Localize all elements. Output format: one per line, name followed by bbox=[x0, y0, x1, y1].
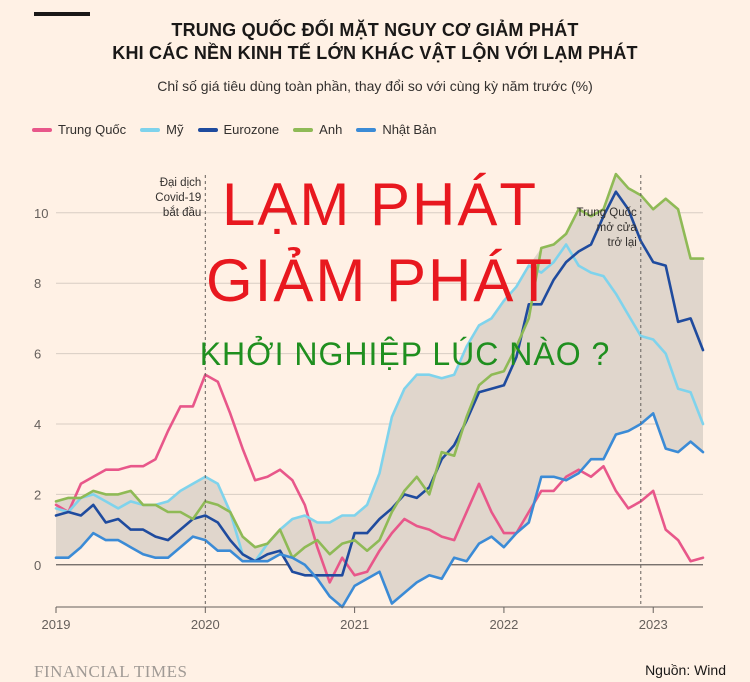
series-line bbox=[54, 412, 705, 609]
series-lines bbox=[54, 172, 705, 609]
axes: 2019 2020 2021 2022 2023 bbox=[42, 606, 703, 632]
y-tick-label: 2 bbox=[34, 487, 41, 502]
y-tick-label: 4 bbox=[34, 417, 41, 432]
legend-item: Mỹ bbox=[140, 122, 184, 137]
y-tick-label: 8 bbox=[34, 276, 41, 291]
legend-item: Trung Quốc bbox=[32, 122, 126, 137]
overlay-text-deflation: GIẢM PHÁT bbox=[205, 247, 555, 314]
legend-swatch bbox=[32, 127, 52, 132]
overlay-text-inflation: LẠM PHÁT bbox=[221, 171, 539, 238]
overlay-text-startup: KHỞI NGHIỆP LÚC NÀO ? bbox=[199, 336, 611, 372]
chart-title-line-1: TRUNG QUỐC ĐỐI MẶT NGUY CƠ GIẢM PHÁT bbox=[171, 20, 579, 40]
x-tick-label: 2023 bbox=[639, 617, 668, 632]
brand-bar bbox=[34, 12, 90, 16]
x-tick-label: 2020 bbox=[191, 617, 220, 632]
legend-label: Anh bbox=[319, 122, 343, 137]
annotation-label: Trung Quốc bbox=[576, 207, 637, 219]
legend-item: Anh bbox=[293, 122, 342, 137]
x-tick-label: 2021 bbox=[340, 617, 369, 632]
annotation-label: Covid-19 bbox=[155, 192, 201, 204]
x-tick-label: 2019 bbox=[42, 617, 71, 632]
x-tick-label: 2022 bbox=[489, 617, 518, 632]
legend-swatch bbox=[140, 127, 161, 132]
legend-swatch bbox=[197, 127, 218, 132]
series-line bbox=[54, 190, 705, 577]
range-band bbox=[56, 174, 703, 607]
y-tick-label: 6 bbox=[34, 347, 41, 362]
legend: Trung Quốc Mỹ Eurozone Anh Nhật Bản bbox=[32, 122, 451, 137]
annotation-label: trở lại bbox=[608, 237, 637, 249]
y-tick-label: 10 bbox=[34, 206, 48, 221]
chart-title-line-2: KHI CÁC NỀN KINH TẾ LỚN KHÁC VẬT LỘN VỚI… bbox=[112, 43, 638, 63]
legend-label: Mỹ bbox=[166, 122, 184, 137]
annotation-label: Đại dịch bbox=[160, 177, 202, 189]
legend-item: Eurozone bbox=[197, 122, 280, 137]
series-line bbox=[54, 373, 705, 584]
annotations: Đại dịch Covid-19 bắt đầu Trung Quốc mở cửa t… bbox=[155, 175, 642, 607]
legend-label: Nhật Bản bbox=[382, 122, 437, 137]
chart-subtitle: Chỉ số giá tiêu dùng toàn phần, thay đổi… bbox=[157, 78, 593, 94]
legend-swatch bbox=[293, 127, 314, 132]
y-tick-label: 0 bbox=[34, 558, 41, 573]
annotation-label: bắt đầu bbox=[163, 206, 201, 219]
series-line bbox=[54, 243, 705, 563]
legend-label: Eurozone bbox=[223, 122, 280, 137]
legend-item: Nhật Bản bbox=[356, 122, 437, 137]
series-line bbox=[54, 172, 705, 559]
publisher-logo: FINANCIAL TIMES bbox=[34, 662, 188, 681]
annotation-label: mở cửa bbox=[597, 222, 638, 234]
legend-swatch bbox=[356, 127, 377, 132]
source-note: Nguồn: Wind bbox=[645, 662, 726, 678]
legend-label: Trung Quốc bbox=[58, 122, 127, 137]
